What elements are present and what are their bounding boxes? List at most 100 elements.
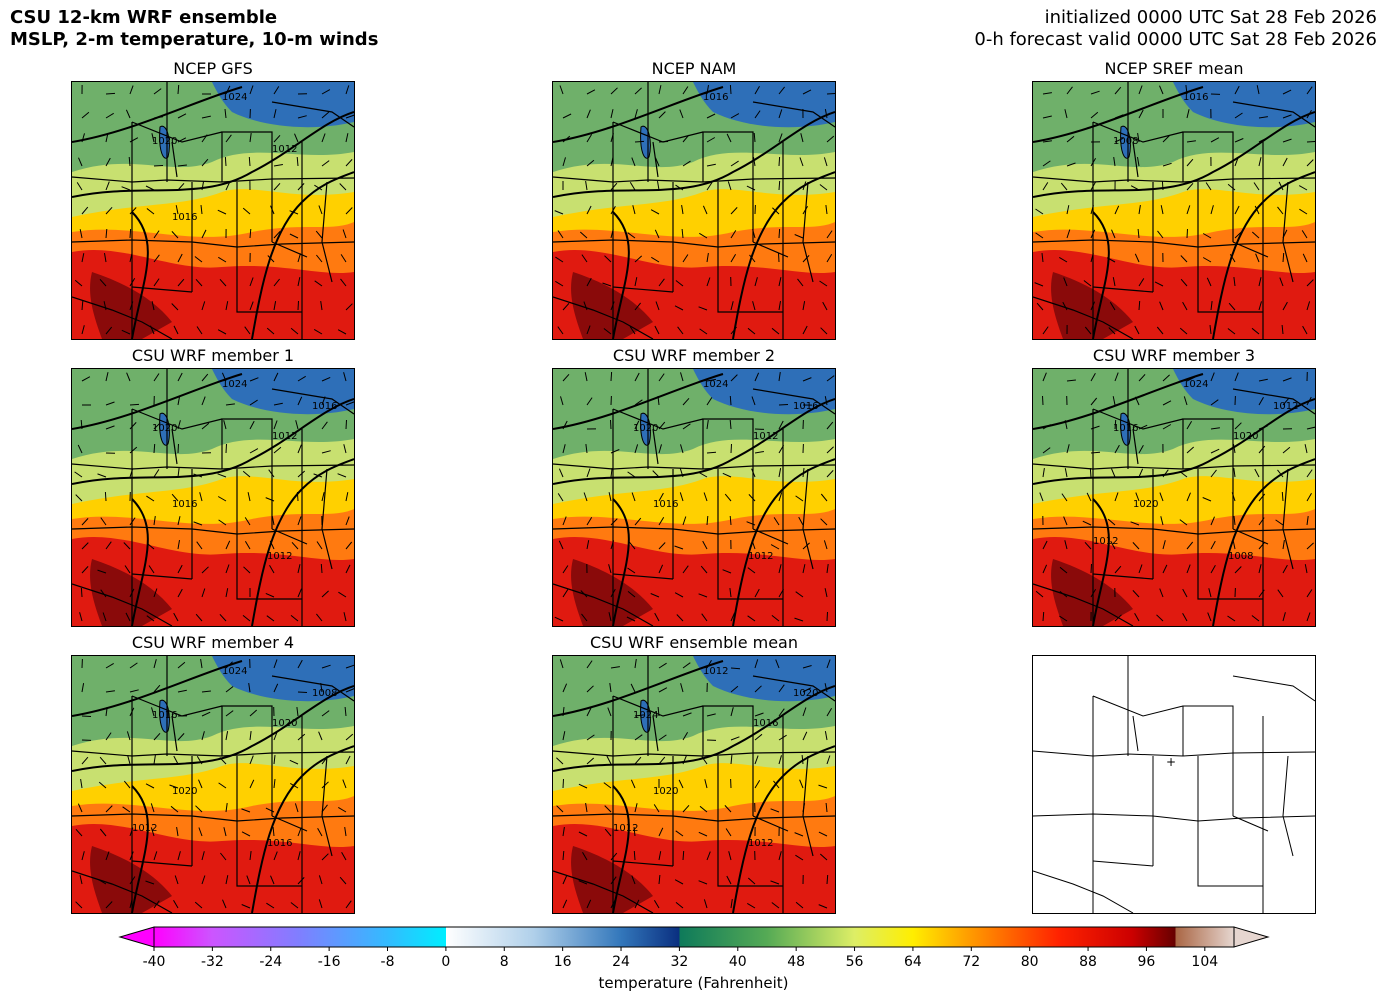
wind-barb xyxy=(1042,564,1048,574)
wind-barb xyxy=(105,662,114,669)
wind-barb xyxy=(730,326,737,335)
wind-barb xyxy=(1306,279,1314,287)
forecast-map: 1016 1008 xyxy=(1032,81,1316,340)
wind-barb xyxy=(265,497,275,502)
wind-barb xyxy=(824,396,828,406)
wind-barb xyxy=(1227,183,1236,191)
wind-barb xyxy=(248,683,251,693)
wind-barb xyxy=(146,542,155,550)
state-boundary xyxy=(553,176,835,183)
state-boundary xyxy=(702,131,754,182)
wind-barb xyxy=(749,254,756,263)
state-boundary xyxy=(1033,870,1134,913)
wind-barb xyxy=(559,659,564,669)
wind-barb xyxy=(223,420,227,430)
state-boundary xyxy=(1092,121,1184,143)
wind-barb xyxy=(105,326,113,335)
wind-barb xyxy=(1258,564,1262,574)
wind-barb xyxy=(1062,301,1068,311)
wind-barb xyxy=(747,877,756,885)
state-boundary xyxy=(1282,755,1294,857)
wind-barb xyxy=(674,592,684,598)
isobar-line xyxy=(1212,458,1315,626)
colorbar-body xyxy=(153,926,1235,948)
wind-barb xyxy=(1210,469,1217,478)
wind-barb xyxy=(706,253,709,263)
wind-barb xyxy=(153,684,161,693)
wind-barb xyxy=(217,473,227,478)
wind-barb xyxy=(225,301,229,311)
wind-barb xyxy=(657,396,660,406)
wind-barb xyxy=(634,399,643,406)
state-boundary xyxy=(553,526,835,535)
wind-barb xyxy=(1306,159,1314,167)
wind-barb xyxy=(177,396,181,406)
state-boundary xyxy=(131,408,223,430)
wind-barb xyxy=(129,301,134,311)
wind-barb xyxy=(658,662,667,669)
wind-barb xyxy=(1063,277,1068,287)
wind-barb xyxy=(341,851,347,861)
wind-barb xyxy=(556,757,564,765)
wind-barb xyxy=(1282,377,1292,382)
wind-barb xyxy=(1306,86,1313,95)
wind-barb xyxy=(201,181,205,191)
wind-barb xyxy=(706,163,716,167)
wind-barb xyxy=(249,377,259,382)
wind-barb xyxy=(1258,517,1265,526)
wind-barb xyxy=(802,301,806,311)
wind-barb xyxy=(562,731,566,741)
isobar-line xyxy=(1033,111,1315,198)
colorbar-tick-label: 88 xyxy=(1079,954,1097,970)
wind-barb xyxy=(1234,205,1240,215)
wind-barb xyxy=(198,779,203,789)
wind-barb xyxy=(746,521,756,526)
wind-barb xyxy=(151,301,155,311)
wind-barb xyxy=(242,470,251,478)
wind-barb xyxy=(104,253,107,263)
wind-barb xyxy=(1066,205,1070,215)
wind-barb xyxy=(657,706,660,717)
isobar-line xyxy=(251,745,354,913)
state-boundaries xyxy=(553,656,835,913)
wind-barb xyxy=(315,230,323,239)
wind-barb xyxy=(795,591,804,598)
wind-barb xyxy=(217,496,227,502)
temperature-band xyxy=(90,846,172,913)
wind-barb xyxy=(558,540,564,550)
wind-barb xyxy=(77,444,83,454)
wind-barb xyxy=(125,612,131,622)
wind-barb xyxy=(129,85,134,95)
wind-barb xyxy=(629,182,636,191)
wind-barb xyxy=(754,372,760,382)
wind-barb xyxy=(706,378,716,382)
isobar-label: 1016 xyxy=(1183,92,1208,103)
isobar-label: 1012 xyxy=(1273,401,1298,412)
wind-barb xyxy=(321,89,331,95)
wind-barb xyxy=(586,277,592,287)
wind-barb xyxy=(730,443,732,454)
temperature-field xyxy=(72,656,354,913)
wind-barb xyxy=(752,229,756,239)
wind-barb xyxy=(658,542,666,550)
wind-barb xyxy=(794,617,804,622)
wind-barb xyxy=(1234,422,1242,430)
wind-barb xyxy=(1042,140,1052,143)
wind-barb xyxy=(1159,85,1164,95)
isobar-line xyxy=(1033,86,1204,143)
wind-barb xyxy=(1183,396,1188,406)
wind-barb xyxy=(770,880,780,885)
wind-barb xyxy=(343,372,347,382)
wind-barb xyxy=(297,444,302,454)
wind-barb xyxy=(1137,228,1140,239)
wind-barb xyxy=(730,230,737,239)
wind-barb xyxy=(1233,277,1236,287)
colorbar-label: temperature (Fahrenheit) xyxy=(598,974,789,992)
wind-barb xyxy=(201,301,206,311)
wind-barb xyxy=(682,397,690,406)
wind-barbs xyxy=(554,371,835,622)
wind-barb xyxy=(631,157,636,167)
wind-barb xyxy=(1134,253,1140,263)
wind-barb xyxy=(1160,205,1164,215)
wind-barb xyxy=(578,831,588,837)
